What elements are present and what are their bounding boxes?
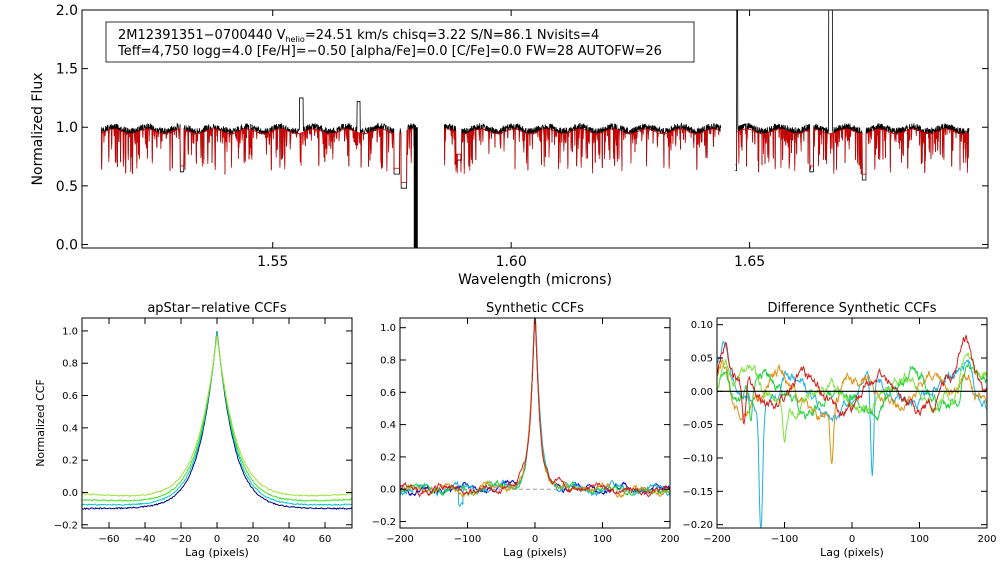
synthetic-ccf-line-visit-3 [399, 317, 671, 497]
spectrum-y-tick-label: 2.0 [56, 3, 78, 19]
synthetic-ccf-line-visit-1 [399, 317, 671, 497]
info-line1-post: =24.51 km/s chisq=3.22 S/N=86.1 Nvisits=… [305, 28, 600, 43]
apstar-ccf-x-tick-label: −40 [134, 534, 155, 545]
synthetic-ccf-y-tick-label: 0.4 [380, 420, 396, 431]
difference-ccf-plot-area [716, 334, 988, 529]
apstar-ccf-x-tick-label: 40 [283, 534, 296, 545]
apstar-ccf-y-tick-label: 1.0 [62, 326, 78, 337]
difference-ccf-y-tick-label: 0.10 [691, 320, 713, 331]
spectrum-x-label: Wavelength (microns) [458, 272, 612, 288]
synthetic-ccf-frame [399, 317, 671, 529]
difference-ccf-line-visit-1 [716, 341, 988, 529]
synthetic-ccf-y-tick-label: 0.8 [380, 356, 396, 367]
spectrum-plot: 1.55 1.60 1.65 0.0 0.5 1.0 1.5 2.0 Wavelength (… [30, 3, 989, 288]
synthetic-ccf-y-tick-label: 1.0 [380, 323, 396, 334]
spectrum-observed-line [735, 9, 970, 181]
synthetic-ccf-line-visit-4 [399, 317, 671, 499]
synthetic-ccf-line-visit-2 [399, 316, 670, 507]
difference-ccf-y-tick-label: 0.00 [691, 387, 713, 398]
synthetic-ccf-x-tick-label: −100 [454, 534, 481, 545]
synthetic-ccf-x-label: Lag (pixels) [503, 546, 567, 559]
spectrum-model-line [735, 128, 970, 175]
difference-ccf-x-tick-label: 200 [977, 534, 996, 545]
apstar-ccf-y-tick-label: 0.0 [62, 488, 78, 499]
synthetic-ccf-y-tick-label: −0.2 [372, 517, 396, 528]
apstar-ccf-y-tick-label: 0.4 [62, 423, 78, 434]
spectrum-bad-pixel-spike [413, 127, 418, 248]
spectrum-x-tick-label: 1.55 [257, 254, 288, 270]
apstar-ccf-line-visit-3 [81, 334, 353, 502]
spectrum-info-line-2: Teff=4,750 logg=4.0 [Fe/H]=−0.50 [alpha/… [117, 44, 662, 59]
synthetic-ccf-plot: Synthetic CCFs −200 −100 0 100 200 −0.2 0.0 0.2… [372, 301, 680, 559]
spectrum-y-label: Normalized Flux [30, 73, 46, 186]
synthetic-ccf-y-tick-label: 0.6 [380, 388, 396, 399]
spectrum-y-tick-label: 1.0 [56, 120, 78, 136]
difference-ccf-title: Difference Synthetic CCFs [767, 301, 936, 316]
spectrum-y-tick-label: 0.0 [56, 237, 78, 253]
difference-ccf-y-tick-label: −0.15 [682, 487, 713, 498]
difference-ccf-line-visit-5 [716, 334, 988, 426]
apstar-ccf-y-tick-label: 0.8 [62, 359, 78, 370]
apstar-ccf-line-visit-4 [81, 335, 353, 497]
apstar-ccf-y-label: Normalized CCF [34, 379, 47, 467]
apstar-ccf-x-label: Lag (pixels) [185, 546, 249, 559]
apstar-ccf-x-tick-label: 0 [214, 534, 220, 545]
apstar-ccf-y-tick-label: 0.2 [62, 456, 78, 467]
spectrum-model-line [100, 128, 416, 183]
apstar-ccf-axes: −60 −40 −20 0 20 40 60 −0.2 0.0 0.2 0.4 0.6 0.8 1.0 [54, 318, 352, 545]
apstar-ccf-x-tick-label: −20 [170, 534, 191, 545]
apstar-ccf-y-tick-label: 0.6 [62, 391, 78, 402]
difference-ccf-x-tick-label: −100 [771, 534, 798, 545]
info-line1-sub: helio [285, 35, 304, 44]
difference-ccf-plot: Difference Synthetic CCFs −200 −100 0 100 20… [682, 301, 996, 559]
apstar-ccf-plot: apStar−relative CCFs −60 −40 −20 0 20 40 60 −0.… [34, 301, 353, 559]
spectrum-plot-frame [81, 9, 989, 249]
synthetic-ccf-x-tick-label: 100 [593, 534, 612, 545]
difference-ccf-y-tick-label: −0.20 [682, 520, 713, 531]
difference-ccf-x-label: Lag (pixels) [820, 546, 884, 559]
difference-ccf-y-tick-label: −0.05 [682, 420, 713, 431]
synthetic-ccf-axes: −200 −100 0 100 200 −0.2 0.0 0.2 0.4 0.6 0.8 1.0 [372, 318, 680, 545]
synthetic-ccf-title: Synthetic CCFs [486, 301, 584, 316]
synthetic-ccf-x-tick-label: 0 [532, 534, 538, 545]
spectrum-plot-area [100, 9, 970, 248]
apstar-ccf-x-tick-label: −60 [98, 534, 119, 545]
spectrum-x-tick-label: 1.60 [496, 254, 527, 270]
difference-ccf-y-tick-label: −0.10 [682, 454, 713, 465]
synthetic-ccf-line-visit-5 [399, 317, 671, 498]
difference-ccf-x-tick-label: 100 [910, 534, 929, 545]
difference-ccf-axes: −200 −100 0 100 200 −0.20 −0.15 −0.10 −0.05 0.00 0… [682, 318, 997, 545]
spectrum-model-line [444, 128, 722, 174]
difference-ccf-y-tick-label: 0.05 [691, 354, 713, 365]
apstar-ccf-y-tick-label: −0.2 [54, 520, 78, 531]
synthetic-ccf-x-tick-label: −200 [386, 534, 413, 545]
apstar-ccf-title: apStar−relative CCFs [147, 301, 287, 316]
spectrum-x-tick-label: 1.65 [734, 254, 765, 270]
spectrum-y-tick-label: 0.5 [56, 179, 78, 195]
difference-ccf-x-tick-label: 0 [849, 534, 855, 545]
apstar-ccf-line-visit-1 [81, 331, 353, 510]
synthetic-ccf-y-tick-label: 0.2 [380, 452, 396, 463]
synthetic-ccf-x-tick-label: 200 [660, 534, 679, 545]
apstar-ccf-x-tick-label: 60 [319, 534, 332, 545]
difference-ccf-x-tick-label: −200 [703, 534, 730, 545]
synthetic-ccf-y-tick-label: 0.0 [380, 485, 396, 496]
spectrum-y-tick-label: 1.5 [56, 62, 78, 78]
spectrum-info-line-1: 2M12391351−0700440 Vhelio=24.51 km/s chi… [118, 28, 599, 44]
apstar-ccf-plot-area [81, 331, 353, 510]
info-line1-pre: 2M12391351−0700440 V [118, 28, 286, 43]
spectrum-info-box [105, 21, 695, 63]
apstar-ccf-x-tick-label: 20 [247, 534, 260, 545]
spectrum-axes: 1.55 1.60 1.65 0.0 0.5 1.0 1.5 2.0 [56, 3, 988, 270]
synthetic-ccf-plot-area [399, 316, 671, 507]
spectrum-observed-line [444, 122, 722, 170]
apstar-ccf-line-visit-2 [81, 332, 353, 506]
